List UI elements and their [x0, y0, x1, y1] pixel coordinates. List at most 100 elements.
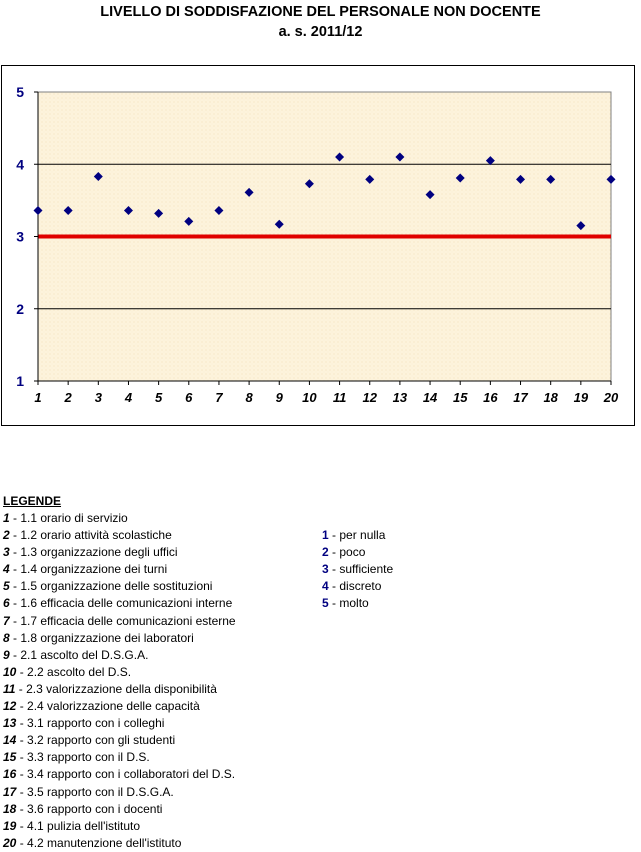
legend-item-number: 17: [3, 784, 17, 799]
legend-item-number: 11: [3, 681, 16, 696]
legend-item-number: 8: [3, 630, 10, 645]
legend-item-number: 3: [3, 545, 10, 560]
legend-item-label: - 3.2 rapporto con gli studenti: [16, 733, 176, 748]
legend-item: 3 - 1.3 organizzazione degli uffici: [3, 544, 236, 561]
legend-item-number: 14: [3, 733, 17, 748]
legend-item-label: - 3.3 rapporto con il D.S.: [16, 750, 150, 765]
x-tick-label-17: 17: [513, 390, 528, 405]
x-tick-label-8: 8: [245, 390, 253, 405]
legend-item: 6 - 1.6 efficacia delle comunicazioni in…: [3, 595, 236, 612]
scale-item-label: - discreto: [328, 579, 382, 594]
scale-item-label: - molto: [328, 596, 369, 611]
legend-item-label: - 1.2 orario attività scolastiche: [9, 528, 172, 543]
legend-item-number: 12: [3, 699, 17, 714]
data-point-3: [93, 172, 103, 182]
legend-item-label: - 4.2 manutenzione dell'istituto: [16, 835, 182, 850]
x-tick-label-1: 1: [34, 390, 41, 405]
legend-item: 12 - 2.4 valorizzazione delle capacità: [3, 698, 236, 715]
x-tick-label-2: 2: [64, 390, 73, 405]
data-point-6: [184, 216, 194, 226]
y-tick-label-5: 5: [16, 84, 24, 100]
legend-item-label: - 3.5 rapporto con il D.S.G.A.: [16, 784, 174, 799]
y-tick-label-4: 4: [16, 156, 24, 172]
legend-item: 15 - 3.3 rapporto con il D.S.: [3, 749, 236, 766]
legend-item: 18 - 3.6 rapporto con i docenti: [3, 801, 236, 818]
legend-item-number: 4: [3, 562, 10, 577]
legend-item-label: - 3.1 rapporto con i colleghi: [16, 716, 165, 731]
x-tick-label-6: 6: [185, 390, 193, 405]
data-point-2: [63, 205, 73, 215]
legend-item-label: - 2.1 ascolto del D.S.G.A.: [9, 647, 149, 662]
scale-item: 1 - per nulla: [322, 527, 393, 544]
x-tick-label-7: 7: [215, 390, 223, 405]
x-tick-label-16: 16: [483, 390, 498, 405]
legend-item-label: - 2.2 ascolto del D.S.: [16, 664, 132, 679]
legend-item-label: - 4.1 pulizia dell'istituto: [16, 818, 141, 833]
scale-item: 4 - discreto: [322, 578, 393, 595]
legend-item-label: - 1.7 efficacia delle comunicazioni este…: [9, 613, 236, 628]
x-tick-label-9: 9: [276, 390, 284, 405]
legend-item: 10 - 2.2 ascolto del D.S.: [3, 664, 236, 681]
y-tick-label-1: 1: [16, 373, 24, 389]
legend-item: 1 - 1.1 orario di servizio: [3, 510, 236, 527]
legend-item-number: 15: [3, 750, 17, 765]
legend-item-label: - 2.4 valorizzazione delle capacità: [16, 699, 200, 714]
data-point-11: [335, 152, 345, 162]
data-point-14: [425, 190, 435, 200]
scale-item: 5 - molto: [322, 595, 393, 612]
x-tick-label-19: 19: [574, 390, 589, 405]
x-tick-label-15: 15: [453, 390, 468, 405]
legend-item: 14 - 3.2 rapporto con gli studenti: [3, 732, 236, 749]
data-point-20: [606, 174, 616, 184]
legend-item-label: - 1.8 organizzazione dei laboratori: [9, 630, 194, 645]
scale-item-label: - sufficiente: [328, 562, 394, 577]
x-tick-label-18: 18: [543, 390, 558, 405]
legend-item-label: - 3.4 rapporto con i collaboratori del D…: [16, 767, 236, 782]
x-tick-label-3: 3: [95, 390, 103, 405]
legend-item-number: 9: [3, 647, 10, 662]
legend-item: 11 - 2.3 valorizzazione della disponibil…: [3, 681, 236, 698]
legend-heading: LEGENDE: [3, 494, 62, 508]
data-point-12: [365, 174, 375, 184]
data-point-1: [33, 205, 43, 215]
legend-item-number: 20: [3, 835, 17, 850]
scale-item-number: 4: [322, 579, 329, 594]
data-point-16: [485, 156, 495, 166]
legend-item: 16 - 3.4 rapporto con i collaboratori de…: [3, 766, 236, 783]
legend-item: 4 - 1.4 organizzazione dei turni: [3, 561, 236, 578]
data-point-17: [516, 174, 526, 184]
x-tick-label-11: 11: [333, 390, 347, 405]
legend-item: 13 - 3.1 rapporto con i colleghi: [3, 715, 236, 732]
data-point-5: [154, 208, 164, 218]
legend-item: 9 - 2.1 ascolto del D.S.G.A.: [3, 647, 236, 664]
legend-item-number: 18: [3, 801, 17, 816]
scale-item-label: - poco: [328, 545, 366, 560]
legend-item-label: - 1.3 organizzazione degli uffici: [9, 545, 178, 560]
legend-item-number: 7: [3, 613, 10, 628]
x-tick-label-14: 14: [423, 390, 438, 405]
x-tick-label-12: 12: [363, 390, 378, 405]
legend-item: 2 - 1.2 orario attività scolastiche: [3, 527, 236, 544]
x-tick-label-20: 20: [603, 390, 619, 405]
legend-item: 20 - 4.2 manutenzione dell'istituto: [3, 835, 236, 852]
legend-item: 7 - 1.7 efficacia delle comunicazioni es…: [3, 613, 236, 630]
data-point-4: [123, 205, 133, 215]
scale-item: 2 - poco: [322, 544, 393, 561]
legend-item: 17 - 3.5 rapporto con il D.S.G.A.: [3, 784, 236, 801]
scale-item-number: 1: [322, 528, 329, 542]
legend-item-label: - 3.6 rapporto con i docenti: [16, 801, 163, 816]
data-point-10: [304, 179, 314, 189]
data-point-15: [455, 173, 465, 183]
scale-item-label: - per nulla: [328, 528, 386, 542]
scale-item: 3 - sufficiente: [322, 561, 393, 578]
data-point-13: [395, 152, 405, 162]
data-point-18: [546, 174, 556, 184]
y-tick-label-2: 2: [16, 301, 24, 317]
data-point-9: [274, 219, 284, 229]
legend-item-number: 19: [3, 818, 17, 833]
scale-item-number: 2: [322, 545, 329, 560]
legend-item-number: 6: [3, 596, 10, 611]
chart-subtitle: a. s. 2011/12: [278, 24, 363, 40]
x-tick-label-10: 10: [302, 390, 317, 405]
